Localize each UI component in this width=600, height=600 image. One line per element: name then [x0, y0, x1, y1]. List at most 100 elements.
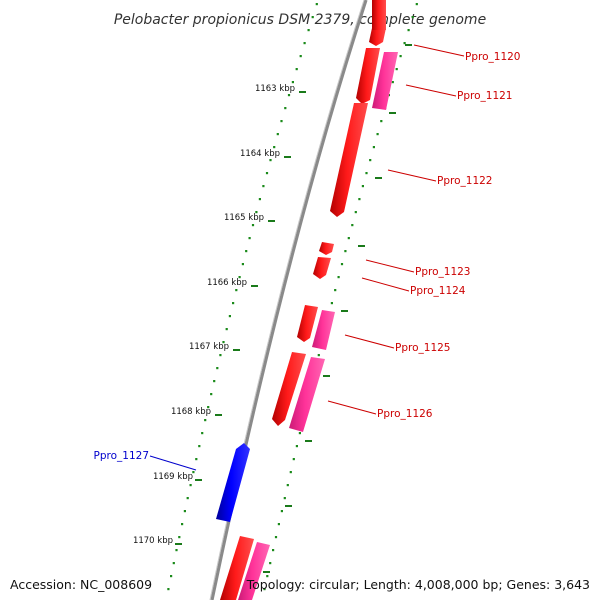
track-dot — [399, 55, 402, 58]
track-dot — [216, 367, 219, 370]
track-dot — [251, 224, 255, 227]
track-dot — [189, 484, 192, 487]
gene-label-ppro-1127[interactable]: Ppro_1127 — [94, 450, 149, 462]
label-leader-lines — [149, 44, 465, 471]
gene-feature-ppro-1125a[interactable] — [297, 305, 318, 342]
tick-label-1168: 1168 kbp — [171, 407, 211, 417]
track-dot — [181, 523, 184, 526]
track-dot — [330, 302, 333, 305]
track-dot — [295, 445, 298, 448]
gene-feature-ppro-1122[interactable] — [330, 103, 368, 217]
track-dot — [395, 68, 398, 71]
track-dot — [286, 484, 289, 487]
track-dot — [167, 588, 170, 591]
track-dot — [232, 302, 235, 305]
map-title: Pelobacter propionicus DSM 2379, complet… — [114, 12, 486, 28]
gene-label-ppro-1121[interactable]: Ppro_1121 — [457, 90, 512, 102]
track-dot — [403, 42, 406, 45]
track-dot — [266, 575, 269, 578]
tick-label-1164: 1164 kbp — [240, 149, 280, 159]
track-dot — [198, 445, 201, 448]
inner-dotted-track — [167, 3, 318, 591]
track-dot — [274, 536, 278, 539]
track-dot — [228, 315, 231, 318]
gene-feature-ppro-1123[interactable] — [319, 242, 334, 255]
track-dot — [380, 120, 383, 123]
gene-feature-ppro-1120-top[interactable] — [372, 0, 386, 30]
track-dot — [311, 16, 314, 19]
track-dot — [262, 185, 265, 188]
gene-label-ppro-1125[interactable]: Ppro_1125 — [395, 342, 450, 354]
gene-feature-ppro-1127[interactable] — [216, 443, 250, 522]
track-dot — [186, 497, 189, 500]
track-dot — [263, 588, 266, 591]
gene-feature-ppro-1126b[interactable] — [289, 357, 325, 432]
gene-labels: Ppro_1120 Ppro_1121 Ppro_1122 Ppro_1123 … — [94, 51, 521, 462]
track-dot — [195, 458, 198, 461]
track-dot — [334, 289, 337, 292]
track-dot — [241, 263, 244, 266]
tick-label-1170: 1170 kbp — [133, 536, 173, 546]
track-dot — [192, 471, 195, 474]
track-dot — [369, 159, 372, 162]
gene-label-ppro-1122[interactable]: Ppro_1122 — [437, 175, 492, 187]
gene-feature-ppro-1120[interactable] — [369, 28, 386, 46]
track-dot — [391, 81, 394, 84]
gene-label-ppro-1120[interactable]: Ppro_1120 — [465, 51, 520, 63]
track-dot — [175, 549, 178, 552]
tick-label-1166: 1166 kbp — [207, 278, 247, 288]
track-dot — [415, 3, 418, 6]
track-dot — [411, 16, 414, 19]
track-dot — [376, 133, 379, 136]
track-dot — [344, 250, 347, 253]
gene-feature-ppro-1126a[interactable] — [272, 352, 306, 426]
track-dot — [299, 55, 302, 58]
track-dot — [298, 432, 301, 435]
track-dot — [358, 198, 361, 201]
track-dot — [284, 107, 287, 110]
gene-feature-bottom-pink[interactable] — [238, 542, 270, 600]
outer-track-ticks — [263, 44, 412, 573]
track-dot — [280, 120, 283, 123]
track-dot — [172, 562, 175, 565]
scale-ticks: 1163 kbp 1164 kbp 1165 kbp 1166 kbp 1167… — [133, 84, 306, 546]
track-dot — [183, 510, 186, 513]
gene-label-ppro-1126[interactable]: Ppro_1126 — [377, 408, 433, 420]
gene-feature-ppro-1121b[interactable] — [372, 52, 398, 110]
track-dot — [210, 393, 213, 396]
gene-feature-ppro-1121a[interactable] — [356, 48, 380, 104]
track-dot — [307, 29, 310, 32]
track-dot — [337, 276, 340, 279]
track-dot — [201, 432, 204, 435]
tick-label-1165: 1165 kbp — [224, 213, 264, 223]
tick-label-1167: 1167 kbp — [189, 342, 229, 352]
track-dot — [351, 224, 354, 227]
track-dot — [295, 68, 298, 71]
track-dot — [207, 406, 210, 409]
gene-label-ppro-1123[interactable]: Ppro_1123 — [415, 266, 470, 278]
track-dot — [361, 185, 364, 188]
track-dot — [213, 380, 216, 383]
track-dot — [248, 237, 251, 240]
track-dot — [347, 237, 350, 240]
gene-feature-ppro-1125b[interactable] — [312, 310, 335, 350]
track-dot — [372, 146, 375, 149]
track-dot — [235, 289, 238, 292]
track-dot — [255, 211, 258, 214]
track-dot — [277, 523, 280, 526]
accession-text: Accession: NC_008609 — [10, 577, 153, 592]
gene-feature-bottom-red[interactable] — [220, 536, 254, 600]
track-dot — [292, 458, 295, 461]
track-dot — [407, 29, 410, 32]
gene-label-ppro-1124[interactable]: Ppro_1124 — [410, 285, 466, 297]
track-dot — [280, 510, 283, 513]
tick-label-1169: 1169 kbp — [153, 472, 193, 482]
track-dot — [289, 471, 292, 474]
gene-feature-ppro-1124[interactable] — [313, 257, 331, 279]
track-dot — [287, 94, 291, 97]
tick-label-1163: 1163 kbp — [255, 84, 295, 94]
track-dot — [219, 354, 222, 357]
track-dot — [258, 198, 261, 201]
track-dot — [238, 276, 241, 279]
